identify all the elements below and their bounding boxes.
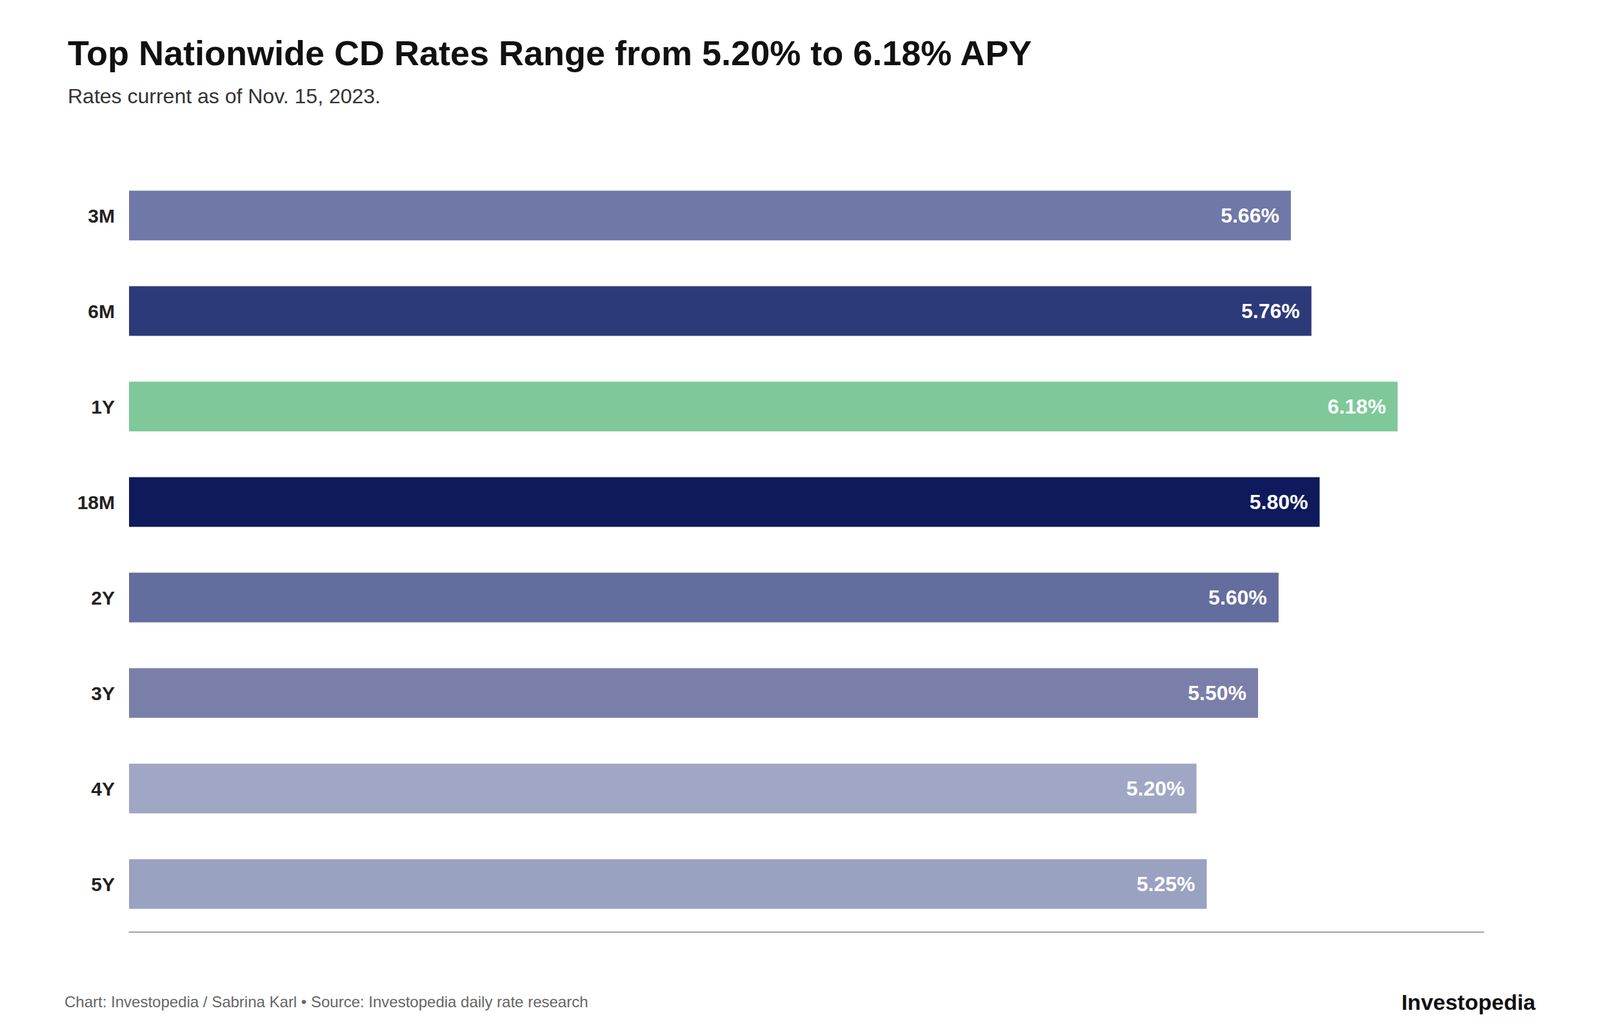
svg-text:3M: 3M <box>87 205 115 227</box>
svg-text:5.20%: 5.20% <box>1126 776 1186 800</box>
svg-text:5.66%: 5.66% <box>1220 203 1280 228</box>
svg-text:5Y: 5Y <box>90 873 115 895</box>
svg-text:Investopedia: Investopedia <box>1401 989 1537 1015</box>
svg-text:5.80%: 5.80% <box>1249 490 1309 514</box>
svg-text:Top Nationwide CD Rates Range: Top Nationwide CD Rates Range from 5.20%… <box>67 33 1032 73</box>
svg-text:5.50%: 5.50% <box>1187 681 1247 705</box>
svg-text:18M: 18M <box>77 491 115 513</box>
svg-text:1Y: 1Y <box>90 396 115 418</box>
svg-text:2Y: 2Y <box>90 587 115 609</box>
svg-text:6M: 6M <box>87 300 115 322</box>
svg-text:Rates current as of Nov. 15, 2: Rates current as of Nov. 15, 2023. <box>67 84 381 108</box>
svg-text:3Y: 3Y <box>90 682 115 704</box>
svg-text:6.18%: 6.18% <box>1327 394 1387 419</box>
svg-text:5.25%: 5.25% <box>1136 872 1196 896</box>
svg-text:5.76%: 5.76% <box>1241 299 1300 323</box>
svg-text:5.60%: 5.60% <box>1208 585 1268 610</box>
svg-text:Chart: Investopedia / Sabrina: Chart: Investopedia / Sabrina Karl • Sou… <box>64 992 589 1011</box>
svg-text:4Y: 4Y <box>90 778 115 800</box>
